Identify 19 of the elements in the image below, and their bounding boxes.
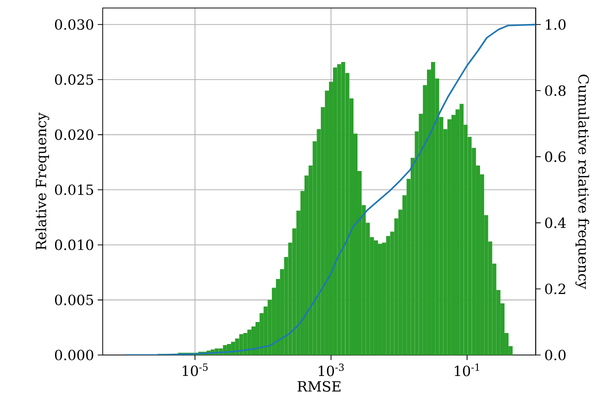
y2-axis-title: Cumulative relative frequency bbox=[575, 74, 590, 290]
y2-tick-label: 1.0 bbox=[546, 19, 566, 30]
y-axis-title: Relative Frequency bbox=[35, 112, 50, 250]
y2-tick-label: 0.2 bbox=[545, 284, 566, 294]
y2-tick-label: 0.8 bbox=[545, 85, 566, 96]
y-tick-label: 0.025 bbox=[55, 74, 94, 85]
x-tick-label: 10$^{-3}$ bbox=[318, 364, 344, 376]
y2-tick-label: 0.6 bbox=[545, 151, 566, 162]
y2-tick-label: 0.4 bbox=[545, 218, 566, 228]
y-tick-label: 0.005 bbox=[55, 294, 94, 306]
x-tick-label: 10$^{-5}$ bbox=[182, 364, 208, 376]
y-tick-label: 0.015 bbox=[55, 184, 94, 196]
x-axis-title: RMSE bbox=[298, 381, 340, 392]
y-tick-label: 0.010 bbox=[55, 240, 94, 250]
y2-tick-label: 0.0 bbox=[545, 350, 566, 360]
y-tick-label: 0.020 bbox=[55, 129, 94, 140]
y-tick-label: 0.030 bbox=[55, 19, 94, 30]
x-tick-label: 10$^{-1}$ bbox=[454, 364, 480, 376]
y-tick-label: 0.000 bbox=[55, 350, 94, 360]
